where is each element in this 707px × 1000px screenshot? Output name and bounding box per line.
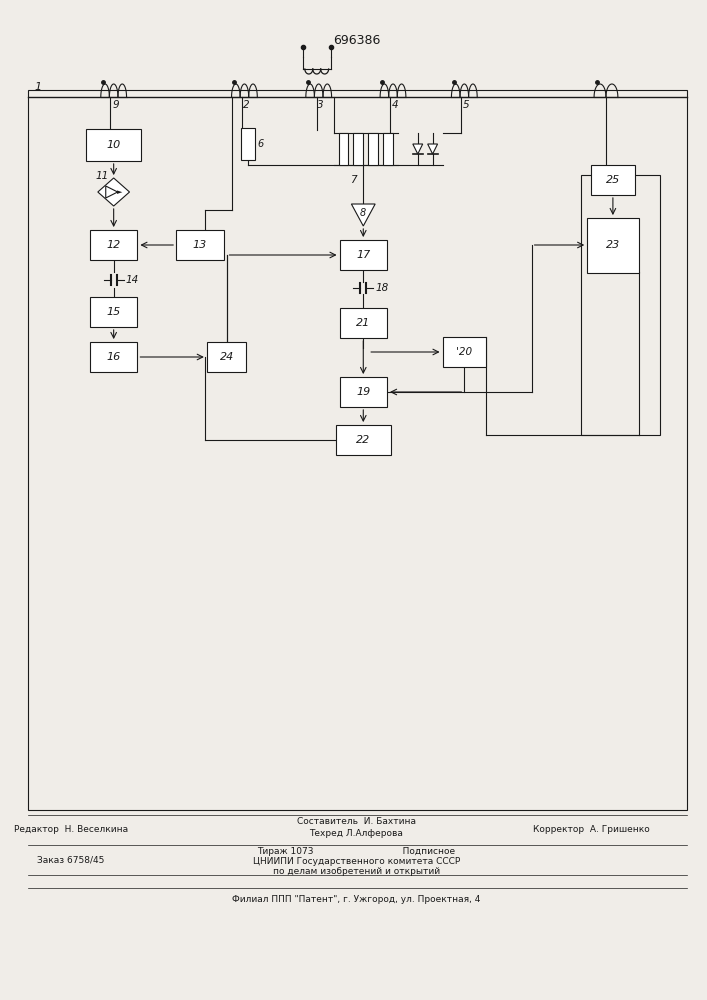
Bar	[206, 342, 247, 372]
Bar	[368, 133, 378, 165]
Text: 11: 11	[95, 171, 108, 181]
Bar	[90, 297, 137, 327]
Text: 16: 16	[107, 352, 121, 362]
Bar	[176, 230, 223, 260]
Bar	[90, 230, 137, 260]
Text: Тираж 1073                               Подписное: Тираж 1073 Подписное	[257, 848, 455, 856]
Text: 7: 7	[350, 175, 357, 185]
Text: 9: 9	[112, 100, 119, 110]
Text: 3: 3	[317, 100, 324, 110]
Bar	[339, 133, 349, 165]
Text: 5: 5	[463, 100, 469, 110]
Text: ЦНИИПИ Государственного комитета СССР: ЦНИИПИ Государственного комитета СССР	[252, 857, 460, 866]
Bar	[443, 337, 486, 367]
Text: 17: 17	[356, 250, 370, 260]
Text: 1: 1	[35, 82, 42, 92]
Text: 13: 13	[193, 240, 207, 250]
Text: 25: 25	[606, 175, 620, 185]
Bar	[28, 90, 687, 810]
Text: 4: 4	[392, 100, 398, 110]
Polygon shape	[413, 144, 423, 154]
Text: 8: 8	[360, 208, 366, 218]
Bar	[339, 377, 387, 407]
Polygon shape	[351, 204, 375, 226]
Text: 14: 14	[126, 275, 139, 285]
Text: 6: 6	[257, 139, 264, 149]
Text: Заказ 6758/45: Заказ 6758/45	[37, 856, 105, 864]
Text: 23: 23	[606, 240, 620, 250]
Text: 22: 22	[356, 435, 370, 445]
Text: Техред Л.Алферова: Техред Л.Алферова	[310, 830, 403, 838]
Text: 24: 24	[219, 352, 234, 362]
Text: Корректор  А. Гришенко: Корректор А. Гришенко	[533, 826, 650, 834]
Bar	[86, 129, 141, 161]
Text: Филиал ППП "Патент", г. Ужгород, ул. Проектная, 4: Филиал ППП "Патент", г. Ужгород, ул. Про…	[232, 896, 481, 904]
Polygon shape	[98, 178, 129, 206]
Bar	[90, 342, 137, 372]
Text: Редактор  Н. Веселкина: Редактор Н. Веселкина	[14, 826, 128, 834]
Bar	[354, 133, 363, 165]
Text: 12: 12	[107, 240, 121, 250]
Text: 15: 15	[107, 307, 121, 317]
Text: 21: 21	[356, 318, 370, 328]
Polygon shape	[106, 186, 117, 198]
Text: ►: ►	[117, 189, 122, 195]
Text: 18: 18	[375, 283, 388, 293]
Text: 696386: 696386	[333, 33, 380, 46]
Bar	[383, 133, 393, 165]
Bar	[339, 308, 387, 338]
Bar	[336, 425, 390, 455]
Text: 19: 19	[356, 387, 370, 397]
Polygon shape	[428, 144, 438, 154]
Text: 10: 10	[107, 140, 121, 150]
Bar	[339, 240, 387, 270]
Text: Составитель  И. Бахтина: Составитель И. Бахтина	[297, 818, 416, 826]
Bar	[591, 165, 635, 195]
Bar	[587, 218, 638, 272]
Bar	[242, 128, 255, 160]
Bar	[581, 175, 660, 435]
Text: 2: 2	[243, 100, 250, 110]
Text: '20: '20	[456, 347, 472, 357]
Text: по делам изобретений и открытий: по делам изобретений и открытий	[273, 867, 440, 876]
